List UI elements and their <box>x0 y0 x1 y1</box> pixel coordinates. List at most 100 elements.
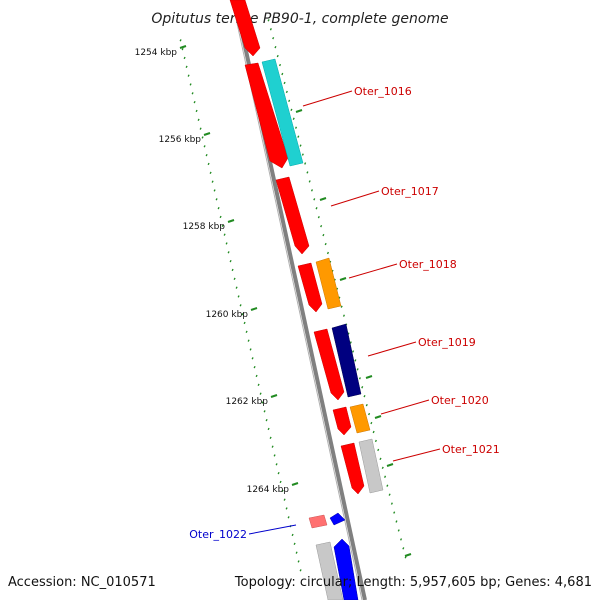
scale-dot <box>181 47 184 51</box>
gene-label-Oter_1016[interactable]: Oter_1016 <box>354 85 412 98</box>
scale-dot <box>320 224 323 228</box>
scale-dot <box>249 348 252 351</box>
gene-arrow-Oter_1019[interactable] <box>331 323 362 398</box>
scale-dot <box>287 516 290 519</box>
scale-dot <box>231 268 234 272</box>
scale-tick <box>404 553 412 557</box>
genome-backbone-highlight <box>231 0 363 600</box>
gene-arrow-Oter_1022[interactable] <box>308 514 328 529</box>
scale-dot <box>223 233 226 236</box>
scale-dot <box>239 304 242 307</box>
scale-dot <box>259 392 262 395</box>
gene-label-leader <box>330 190 380 207</box>
scale-dot <box>374 439 377 443</box>
gene-arrow[interactable] <box>315 541 344 600</box>
scale-dot <box>225 242 228 245</box>
scale-dot <box>233 277 236 280</box>
scale-tick <box>203 132 211 136</box>
gene-arrow[interactable] <box>313 328 345 401</box>
scale-dot <box>269 28 272 31</box>
gene-arrow-Oter_1021[interactable] <box>358 438 384 494</box>
scale-dot <box>402 547 405 550</box>
scale-dots <box>179 19 407 572</box>
scale-dot <box>342 314 345 317</box>
gene-label-leader <box>392 448 441 462</box>
scale-dot <box>285 507 288 510</box>
scale-labels: 1254 kbp 1256 kbp 1258 kbp 1260 kbp 1262 kbp… <box>135 48 290 495</box>
scale-dot <box>299 569 302 572</box>
scale-dot <box>294 126 298 129</box>
gene-label-Oter_1020[interactable]: Oter_1020 <box>431 394 489 407</box>
scale-dot <box>195 109 198 113</box>
gene-arrow[interactable] <box>329 512 346 526</box>
scale-tick <box>179 45 187 49</box>
gene-arrow[interactable] <box>244 62 289 169</box>
scale-dot <box>197 118 200 121</box>
scale-dot <box>395 520 398 523</box>
gene-arrow[interactable] <box>332 406 352 436</box>
gene-arrow-Oter_1020[interactable] <box>349 403 371 434</box>
scale-dot <box>267 427 270 431</box>
scale-dot <box>390 502 393 505</box>
scale-dot <box>308 180 311 183</box>
scale-dot <box>299 144 302 147</box>
gene-label-Oter_1017[interactable]: Oter_1017 <box>381 185 439 198</box>
scale-dot <box>267 19 270 22</box>
scale-dot <box>275 463 278 466</box>
scale-dot <box>245 330 248 333</box>
scale-dot <box>368 412 371 416</box>
scale-dot <box>295 551 298 554</box>
gene-label-Oter_1021[interactable]: Oter_1021 <box>442 443 500 456</box>
gene-arrow[interactable] <box>229 0 261 57</box>
scale-dot <box>292 117 295 120</box>
scale-dot <box>315 207 318 210</box>
gene-arrow[interactable] <box>333 538 359 600</box>
scale-dot <box>365 403 368 407</box>
gene-label-Oter_1018[interactable]: Oter_1018 <box>399 258 457 271</box>
scale-tick <box>374 415 382 419</box>
scale-dot <box>386 484 389 487</box>
gene-label-leader <box>380 399 430 415</box>
gene-label-leader <box>367 341 417 357</box>
scale-dot <box>203 145 206 148</box>
scale-dot <box>185 65 188 68</box>
scale-dot <box>211 180 214 183</box>
scale-dot <box>379 457 382 461</box>
gene-label-Oter_1022[interactable]: Oter_1022 <box>189 528 247 541</box>
scale-tick <box>295 109 303 113</box>
accession-text: Accession: NC_010571 <box>8 575 156 590</box>
scale-dot <box>283 498 286 501</box>
scale-dot <box>217 206 220 210</box>
scale-dot <box>247 339 250 342</box>
gene-label-Oter_1019[interactable]: Oter_1019 <box>418 336 476 349</box>
gene-labels: Oter_1016 Oter_1017 Oter_1018 Oter_1019 Oter… <box>189 85 500 541</box>
scale-dot <box>377 448 380 452</box>
scale-tick <box>250 307 258 311</box>
scale-dot <box>363 395 366 398</box>
scale-dot <box>221 224 224 227</box>
scale-dot <box>388 493 391 496</box>
scale-dot <box>179 39 182 42</box>
scale-tick <box>291 482 299 486</box>
scale-dot <box>255 374 258 378</box>
scale-dot <box>261 401 264 404</box>
gene-arrow-Oter_1016[interactable] <box>261 58 304 167</box>
scale-dot <box>326 251 330 255</box>
gene-arrow[interactable] <box>340 442 365 495</box>
scale-label: 1256 kbp <box>159 135 202 145</box>
scale-dot <box>352 350 355 353</box>
scale-dot <box>251 357 254 360</box>
gene-arrow[interactable] <box>297 262 323 313</box>
scale-label: 1258 kbp <box>183 222 226 232</box>
gene-features <box>229 0 384 600</box>
scale-dot <box>199 127 202 130</box>
scale-dot <box>183 56 186 60</box>
scale-tick <box>365 375 373 379</box>
gene-arrow-Oter_1018[interactable] <box>315 257 342 310</box>
gene-arrow[interactable] <box>275 176 310 255</box>
scale-dot <box>189 83 192 86</box>
scale-dot <box>281 72 284 76</box>
scale-dot <box>301 153 304 156</box>
scale-dot <box>310 189 314 192</box>
